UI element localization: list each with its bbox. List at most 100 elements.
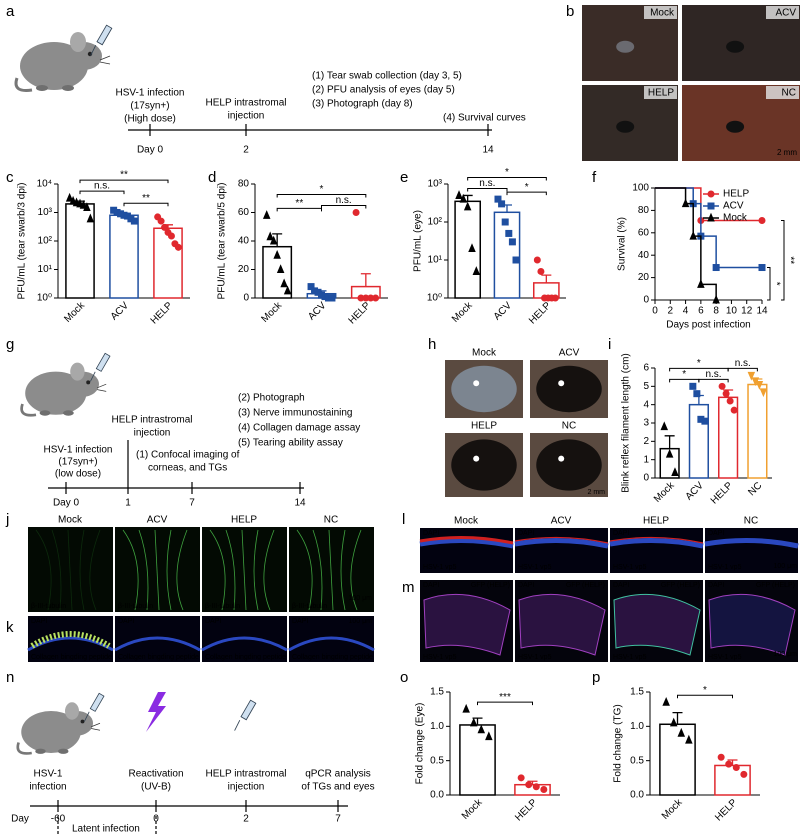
dapi-label: DAPI (292, 618, 308, 625)
uv-icon (146, 692, 166, 732)
photo-label: NC (562, 421, 576, 432)
y-tick-label: 3 (643, 418, 649, 429)
stain-label: Collagen bingding peptide (31, 654, 112, 661)
y-tick-label: 100 (632, 183, 649, 194)
bar (747, 383, 768, 479)
panel-label: j (5, 511, 9, 528)
data-point (718, 382, 726, 390)
timeline-text: of TGs and eyes (301, 782, 374, 793)
x-tick-label: Mock (652, 480, 677, 505)
photo-label: Mock (650, 8, 675, 19)
data-point (689, 230, 697, 240)
timeline-text: infection (29, 782, 66, 793)
nerve-fiber (253, 529, 259, 611)
data-point (485, 731, 493, 741)
timeline-text: HELP intrastromal (206, 98, 287, 109)
data-point (273, 249, 281, 259)
scale-label: 100 μm (774, 563, 798, 570)
photo-label: ACV (559, 348, 580, 359)
data-point (532, 783, 540, 791)
label-bg (644, 6, 677, 19)
x-tick-label: Mock (660, 797, 685, 822)
cornea-layer (201, 636, 288, 652)
error-bar (360, 273, 371, 287)
significance-label: ** (295, 198, 303, 209)
gfp-label: GFP (HELP) (566, 582, 605, 589)
nerve-fiber (241, 529, 247, 611)
data-point (759, 388, 768, 398)
dapi-label: DAPI (708, 582, 724, 589)
stain-label: β-III-tubulin (118, 603, 153, 610)
y-tick-label: 0 (243, 293, 249, 304)
data-point (468, 243, 476, 253)
data-point (262, 210, 271, 219)
y-tick-label: 10² (38, 236, 53, 247)
timeline-text: HSV-1 infection (116, 88, 185, 99)
group-label: Mock (58, 515, 83, 526)
panel-label: c (6, 169, 14, 186)
timeline-text: HSV-1 (34, 769, 63, 780)
gfp-label: GFP (HELP) (756, 582, 795, 589)
y-tick-label: 1.0 (630, 721, 644, 732)
timeline-g: HELP intrastromal injection HSV-1 infect… (20, 352, 360, 509)
y-tick-label: 80 (238, 179, 250, 190)
error-bar (462, 194, 473, 202)
y-tick-label: 10⁰ (427, 293, 442, 304)
nerve-fiber (312, 529, 323, 611)
micrograph (115, 527, 200, 612)
y-axis-label: Survival (%) (617, 217, 628, 271)
nerve-fiber (67, 529, 73, 611)
y-tick-label: 5 (643, 381, 649, 392)
group-label: NC (744, 516, 758, 527)
mouse-icon (20, 361, 108, 418)
bar (659, 723, 696, 796)
error-bar (272, 233, 283, 247)
y-tick-label: 10³ (38, 207, 53, 218)
photo-eye (726, 120, 745, 133)
y-axis-label: PFU/mL (eye) (413, 210, 424, 272)
group-label: Mock (454, 516, 479, 527)
stain-label: Collagen bingding peptide (118, 654, 199, 661)
significance-bracket (781, 219, 785, 301)
x-tick-label: HELP (513, 797, 539, 823)
data-point (726, 397, 734, 405)
y-tick-label: 0.0 (630, 790, 644, 801)
nerve-fiber (328, 529, 334, 611)
timeline-text: HELP intrastromal (206, 769, 287, 780)
error-bar (664, 435, 675, 449)
significance-bracket (321, 205, 367, 209)
timeline-a: HSV-1 infection (17syn+) (High dose) HEL… (14, 24, 526, 156)
timeline-text: (17syn+) (58, 457, 97, 468)
timeline-text: (3) Photograph (day 8) (312, 99, 413, 110)
panel-label: f (592, 169, 597, 186)
x-tick-label: Mock (259, 300, 284, 325)
group-label: NC (324, 515, 338, 526)
stain-label: HSV-1 vp5 (423, 564, 457, 571)
panel-label: n (6, 669, 14, 686)
y-tick-label: 6 (643, 363, 649, 374)
x-axis-label: Days post infection (666, 320, 751, 331)
data-point (508, 238, 516, 246)
significance-label: ** (120, 170, 128, 181)
cornea-layer (288, 636, 375, 652)
panel-label: m (402, 579, 415, 596)
group-label: ACV (551, 516, 572, 527)
data-point (755, 381, 764, 390)
y-axis-label: Fold change (TG) (613, 704, 624, 782)
latent-marker (57, 816, 157, 836)
scale-label: 2 mm (588, 489, 606, 496)
timeline-text: (low dose) (55, 469, 101, 480)
data-point (283, 285, 292, 295)
data-point (660, 421, 669, 431)
nerve-fiber (296, 529, 313, 611)
vp5-signal (419, 535, 514, 545)
photo-eye (726, 40, 745, 53)
significance-label: n.s. (705, 369, 721, 380)
scale-label: 2 mm (777, 148, 797, 157)
significance-bracket (669, 367, 729, 372)
timeline-day: 14 (482, 145, 494, 156)
micrograph (420, 528, 513, 573)
significance-bracket (506, 191, 547, 196)
data-point (157, 217, 165, 225)
significance-bracket (276, 194, 367, 198)
